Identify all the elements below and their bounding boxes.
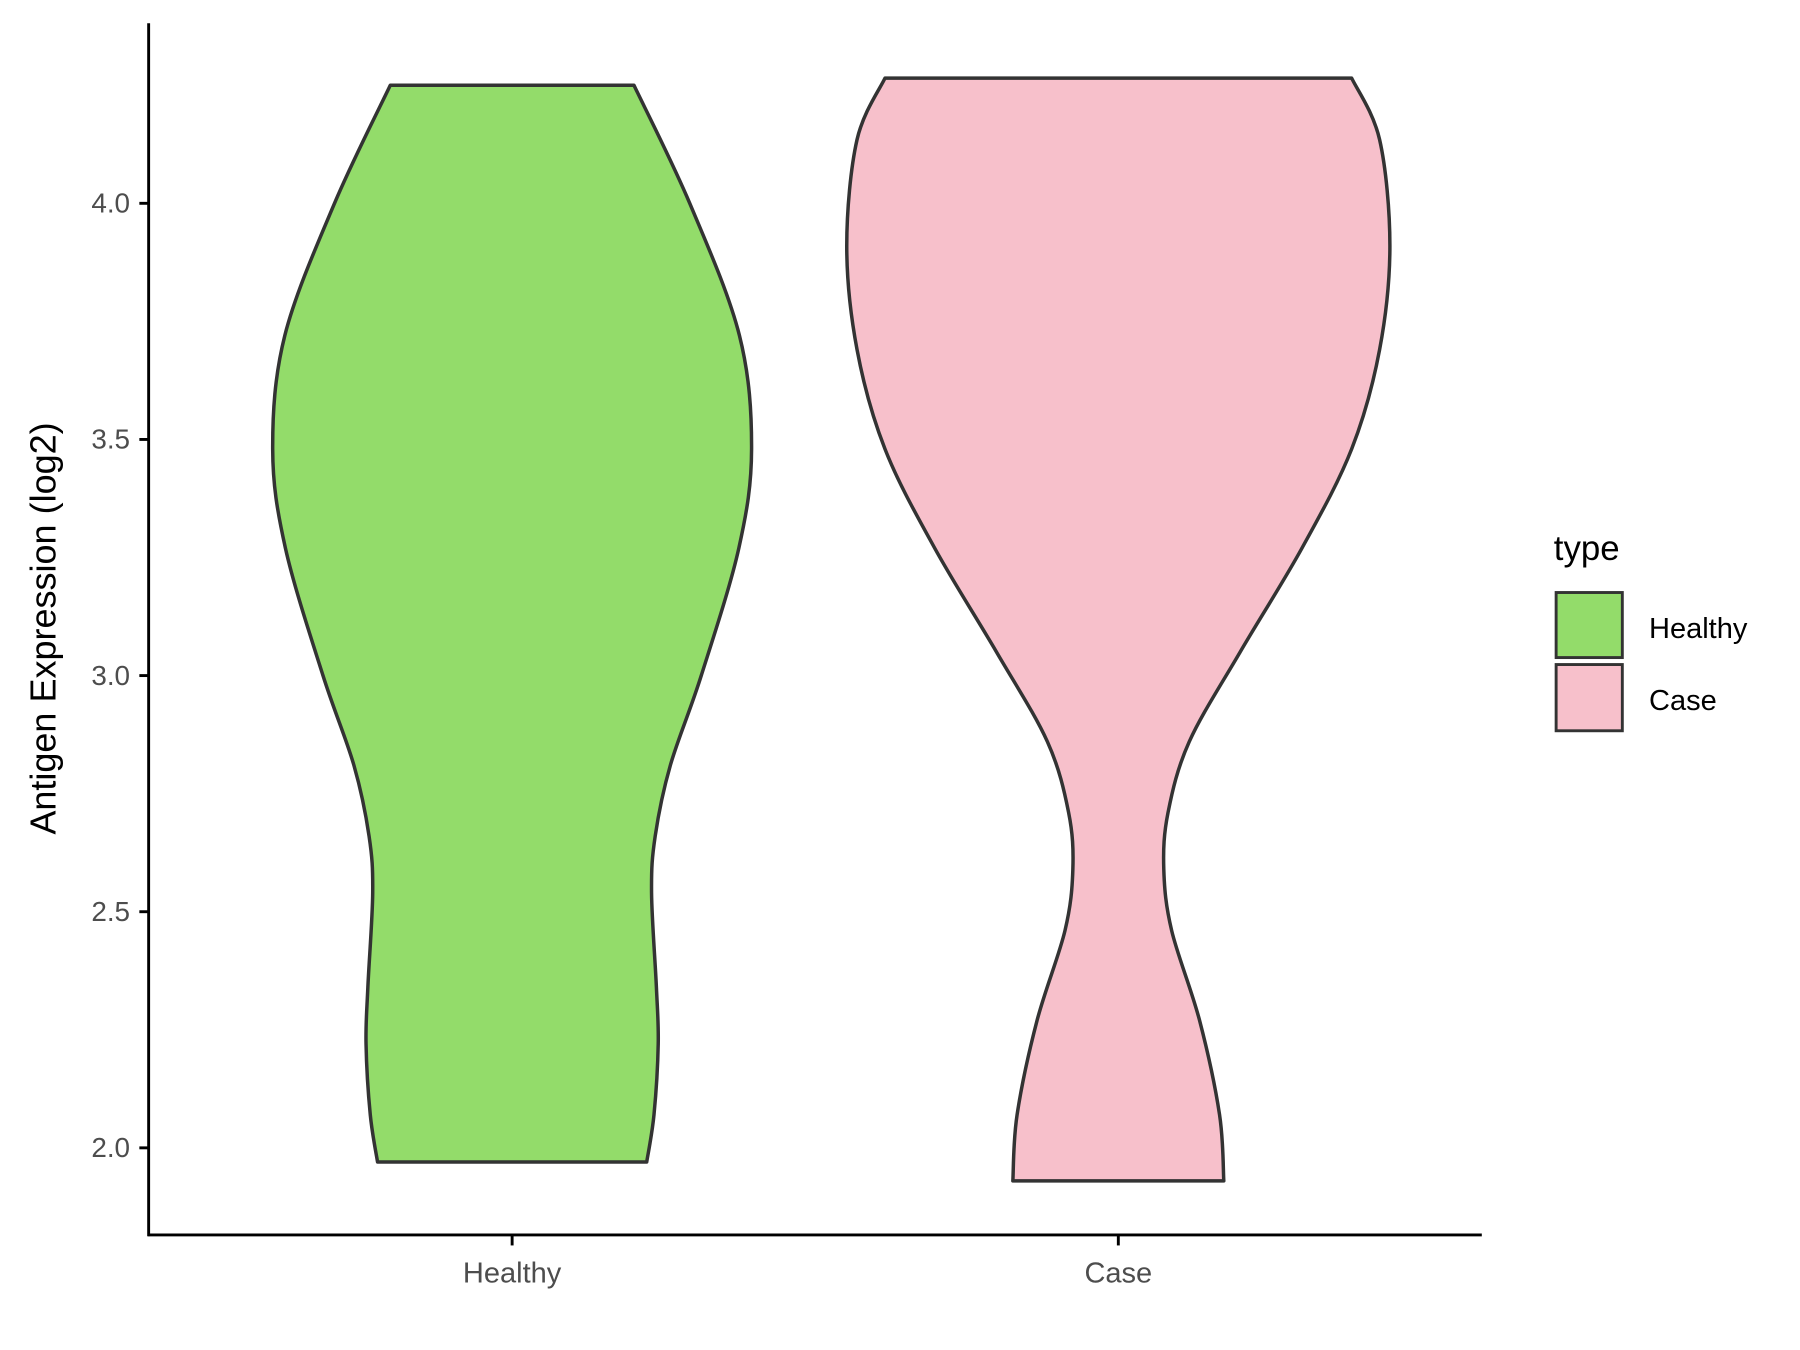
y-tick-label: 2.5 [91,896,130,927]
y-tick-label: 3.0 [91,660,130,691]
y-ticks: 2.0 2.5 3.0 3.5 4.0 [91,188,149,1163]
legend: type Healthy Case [1554,529,1748,733]
y-tick-label: 2.0 [91,1132,130,1163]
legend-title: type [1554,529,1620,568]
x-ticks: Healthy Case [463,1234,1152,1290]
y-tick-label: 3.5 [91,424,130,455]
y-axis-label: Antigen Expression (log2) [23,422,64,834]
x-tick-label: Healthy [463,1258,562,1290]
y-tick-label: 4.0 [91,188,130,219]
legend-key-case [1554,663,1624,733]
x-tick-label: Case [1084,1258,1152,1290]
violins [270,76,1392,1183]
legend-label-healthy: Healthy [1649,613,1748,645]
legend-key-healthy [1554,591,1624,660]
legend-label-case: Case [1649,685,1717,717]
violin-healthy [270,83,754,1164]
violin-case [845,76,1392,1183]
